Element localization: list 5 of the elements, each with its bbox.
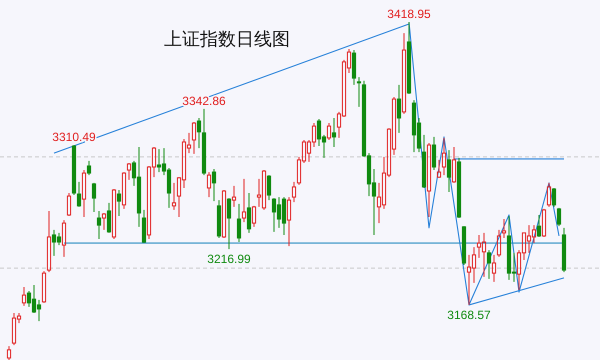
annotation: 3168.57	[447, 308, 492, 322]
annotation: 3418.95	[387, 7, 432, 21]
annotation: 3310.49	[52, 130, 96, 144]
chart-title: 上证指数日线图	[164, 29, 290, 49]
annotation: 3216.99	[207, 252, 252, 266]
